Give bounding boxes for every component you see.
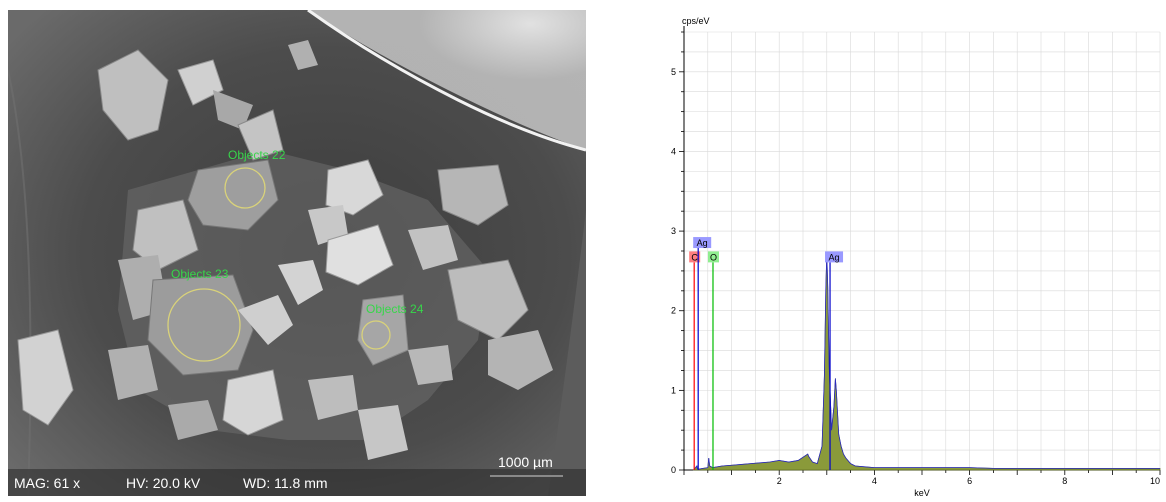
working-distance-text: WD: 11.8 mm <box>243 475 328 491</box>
x-tick-label: 8 <box>1062 476 1067 486</box>
sem-info-bar: MAG: 61 x HV: 20.0 kV WD: 11.8 mm <box>8 469 586 496</box>
sem-micrograph: Objects 22 Objects 23 Objects 24 1000 µm… <box>8 10 586 496</box>
peak-label-box <box>707 251 719 263</box>
peak-label-box <box>825 251 844 263</box>
spectrum-line <box>693 253 1160 471</box>
object-label-23: Objects 23 <box>171 267 229 281</box>
x-tick-label: 4 <box>872 476 877 486</box>
x-tick-label: 2 <box>777 476 782 486</box>
peak-label: O <box>710 252 717 262</box>
peak-label-box <box>689 251 701 263</box>
y-tick-label: 2 <box>671 306 676 316</box>
spectrum-series <box>692 253 1161 471</box>
peak-label-box <box>693 237 712 249</box>
voltage-text: HV: 20.0 kV <box>126 475 201 491</box>
x-axis-label: keV <box>914 488 930 498</box>
peak-label: C <box>691 252 698 262</box>
object-label-22: Objects 22 <box>228 148 286 162</box>
x-tick-label: 6 <box>967 476 972 486</box>
x-tick-label: 10 <box>1150 476 1160 486</box>
peak-label: Ag <box>697 238 708 248</box>
scale-bar-label: 1000 µm <box>498 454 553 470</box>
magnification-text: MAG: 61 x <box>14 475 81 491</box>
y-tick-label: 0 <box>671 465 676 475</box>
analysis-circle-23 <box>167 288 241 362</box>
analysis-circle-22 <box>224 167 266 209</box>
peak-label: Ag <box>829 252 840 262</box>
y-axis-label: cps/eV <box>682 16 710 26</box>
spectrum-area <box>692 253 1161 471</box>
analysis-circle-24 <box>361 320 391 350</box>
chart-grid <box>683 31 1161 471</box>
sem-image <box>8 10 586 496</box>
y-tick-label: 5 <box>671 67 676 77</box>
y-tick-label: 3 <box>671 226 676 236</box>
y-tick-label: 4 <box>671 146 676 156</box>
eds-spectrum-panel: 0 1 2 3 4 5 2 4 6 8 10 C Ag O Ag cps/eV keV <box>600 0 1166 502</box>
object-label-24: Objects 24 <box>366 302 424 316</box>
y-tick-label: 1 <box>671 385 676 395</box>
chart-axes: 0 1 2 3 4 5 2 4 6 8 10 <box>671 26 1161 486</box>
